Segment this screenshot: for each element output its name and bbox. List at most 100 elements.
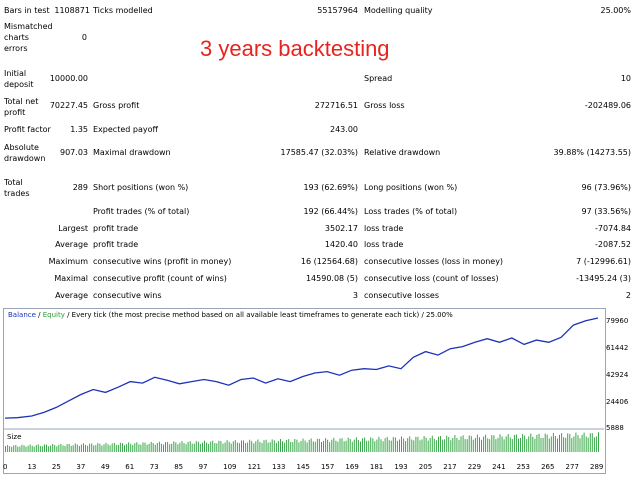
x-tick-label: 241 xyxy=(492,463,506,471)
max-consecutive-losses-label: consecutive losses (loss in money) xyxy=(364,257,504,266)
total-net-profit-value: 70227.45 xyxy=(49,101,88,110)
y-tick-label: 24406 xyxy=(606,398,629,406)
relative-drawdown-value: 39.88% (14273.55) xyxy=(553,148,631,157)
average-loss-trade-value: -2087.52 xyxy=(595,240,631,249)
average-loss-trade-label: loss trade xyxy=(364,240,404,249)
mismatched-value: 0 xyxy=(81,33,87,42)
y-tick-label: 5888 xyxy=(606,424,624,432)
x-tick-label: 37 xyxy=(76,463,86,471)
initial-deposit-value: 10000.00 xyxy=(49,74,88,83)
total-net-profit-label-1: Total net xyxy=(4,97,39,106)
overlay-title: 3 years backtesting xyxy=(200,36,390,61)
x-tick-label: 277 xyxy=(565,463,579,471)
largest-loss-trade-label: loss trade xyxy=(364,224,404,233)
total-trades-label-2: trades xyxy=(4,189,30,198)
y-tick-label: 42924 xyxy=(606,371,629,379)
max-consecutive-wins-value: 16 (12564.68) xyxy=(300,257,358,266)
mismatched-label-2: charts xyxy=(4,33,29,42)
average-prefix: Average xyxy=(55,240,88,249)
max-consecutive-wins-label: consecutive wins (profit in money) xyxy=(93,257,232,266)
x-tick-label: 253 xyxy=(516,463,530,471)
modelling-quality-value: 25.00% xyxy=(600,6,631,15)
expected-payoff-label: Expected payoff xyxy=(93,125,158,134)
gross-profit-label: Gross profit xyxy=(93,101,140,110)
average-consecutive-wins-label: consecutive wins xyxy=(93,291,162,300)
x-tick-label: 109 xyxy=(223,463,237,471)
maximal-consecutive-loss-value: -13495.24 (3) xyxy=(576,274,631,283)
bars-in-test-value: 1108871 xyxy=(54,6,90,15)
x-tick-label: 49 xyxy=(100,463,110,471)
maximal-drawdown-label: Maximal drawdown xyxy=(93,148,171,157)
max-consecutive-losses-value: 7 (-12996.61) xyxy=(576,257,631,266)
profit-trades-label: Profit trades (% of total) xyxy=(93,207,190,216)
profit-factor-value: 1.35 xyxy=(70,125,88,134)
average-consecutive-losses-value: 2 xyxy=(625,291,631,300)
x-tick-label: 85 xyxy=(174,463,184,471)
spread-label: Spread xyxy=(364,74,393,83)
average-consecutive-losses-label: consecutive losses xyxy=(364,291,440,300)
mismatched-label-3: errors xyxy=(4,44,28,53)
maximal-prefix: Maximal xyxy=(54,274,88,283)
loss-trades-label: Loss trades (% of total) xyxy=(364,207,458,216)
gross-profit-value: 272716.51 xyxy=(314,101,358,110)
average-profit-trade-value: 1420.40 xyxy=(324,240,358,249)
x-tick-label: 181 xyxy=(369,463,384,471)
x-tick-label: 169 xyxy=(345,463,359,471)
total-trades-label-1: Total xyxy=(4,178,23,187)
x-tick-label: 229 xyxy=(467,463,482,471)
chart-legend-sep: / xyxy=(35,311,43,319)
largest-profit-trade-label: profit trade xyxy=(93,224,139,233)
gross-loss-label: Gross loss xyxy=(364,101,405,110)
y-tick-label: 79960 xyxy=(606,317,629,325)
absolute-drawdown-label-1: Absolute xyxy=(4,143,39,152)
chart-legend-balance: Balance xyxy=(8,311,36,319)
x-tick-label: 193 xyxy=(394,463,408,471)
average-consecutive-wins-value: 3 xyxy=(352,291,358,300)
largest-profit-trade-value: 3502.17 xyxy=(324,224,358,233)
average-consecutive-prefix: Average xyxy=(55,291,88,300)
y-tick-label: 61442 xyxy=(606,344,629,352)
absolute-drawdown-value: 907.03 xyxy=(60,148,88,157)
mismatched-label-1: Mismatched xyxy=(4,22,53,31)
x-tick-label: 157 xyxy=(320,463,335,471)
chart-legend-equity: Equity xyxy=(42,311,65,319)
loss-trades-value: 97 (33.56%) xyxy=(581,207,631,216)
long-positions-value: 96 (73.96%) xyxy=(581,183,631,192)
short-positions-value: 193 (62.69%) xyxy=(303,183,358,192)
maximal-consecutive-profit-label: consecutive profit (count of wins) xyxy=(93,274,227,283)
x-tick-label: 289 xyxy=(590,463,604,471)
x-tick-label: 13 xyxy=(27,463,37,471)
x-tick-label: 133 xyxy=(272,463,286,471)
long-positions-label: Long positions (won %) xyxy=(364,183,458,192)
x-tick-label: 265 xyxy=(541,463,555,471)
maximal-consecutive-loss-label: consecutive loss (count of losses) xyxy=(364,274,499,283)
x-tick-label: 217 xyxy=(443,463,457,471)
size-label: Size xyxy=(7,433,22,441)
x-tick-label: 0 xyxy=(3,463,8,471)
expected-payoff-value: 243.00 xyxy=(330,125,358,134)
average-profit-trade-label: profit trade xyxy=(93,240,139,249)
ticks-modelled-label: Ticks modelled xyxy=(93,6,153,15)
x-tick-label: 205 xyxy=(418,463,433,471)
initial-deposit-label-1: Initial xyxy=(4,69,27,78)
chart-header: Balance / Equity / Every tick (the most … xyxy=(8,311,453,319)
modelling-quality-label: Modelling quality xyxy=(364,6,433,15)
bars-in-test-label: Bars in test xyxy=(4,6,50,15)
maximum-prefix: Maximum xyxy=(48,257,88,266)
total-trades-value: 289 xyxy=(72,183,88,192)
gross-loss-value: -202489.06 xyxy=(584,101,631,110)
ticks-modelled-value: 55157964 xyxy=(317,6,358,15)
short-positions-label: Short positions (won %) xyxy=(93,183,189,192)
x-tick-label: 73 xyxy=(149,463,159,471)
largest-prefix: Largest xyxy=(58,224,88,233)
balance-chart-panel: Balance / Equity / Every tick (the most … xyxy=(3,308,606,474)
absolute-drawdown-label-2: drawdown xyxy=(4,154,46,163)
maximal-consecutive-profit-value: 14590.08 (5) xyxy=(305,274,358,283)
profit-factor-label: Profit factor xyxy=(4,125,51,134)
chart-header-method: / Every tick (the most precise method ba… xyxy=(64,311,453,319)
x-tick-label: 97 xyxy=(198,463,208,471)
largest-loss-trade-value: -7074.84 xyxy=(595,224,631,233)
x-tick-label: 61 xyxy=(125,463,135,471)
x-tick-label: 145 xyxy=(296,463,310,471)
profit-trades-value: 192 (66.44%) xyxy=(303,207,358,216)
